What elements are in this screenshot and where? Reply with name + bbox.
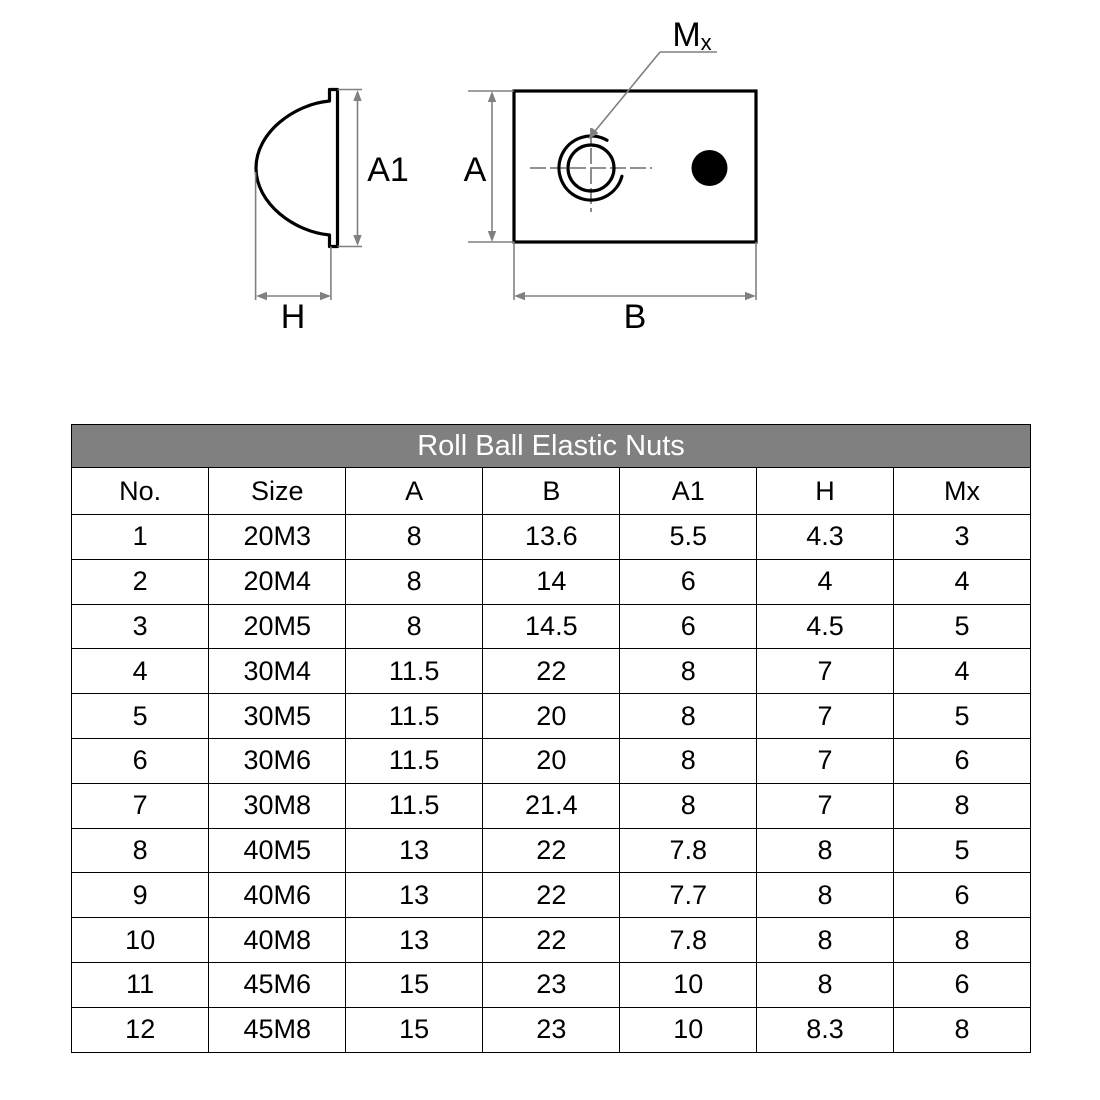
svg-text:Mx: Mx	[672, 16, 711, 55]
svg-text:A: A	[464, 151, 487, 189]
svg-text:B: B	[624, 298, 647, 336]
svg-text:H: H	[281, 298, 306, 336]
svg-text:A1: A1	[367, 151, 409, 189]
